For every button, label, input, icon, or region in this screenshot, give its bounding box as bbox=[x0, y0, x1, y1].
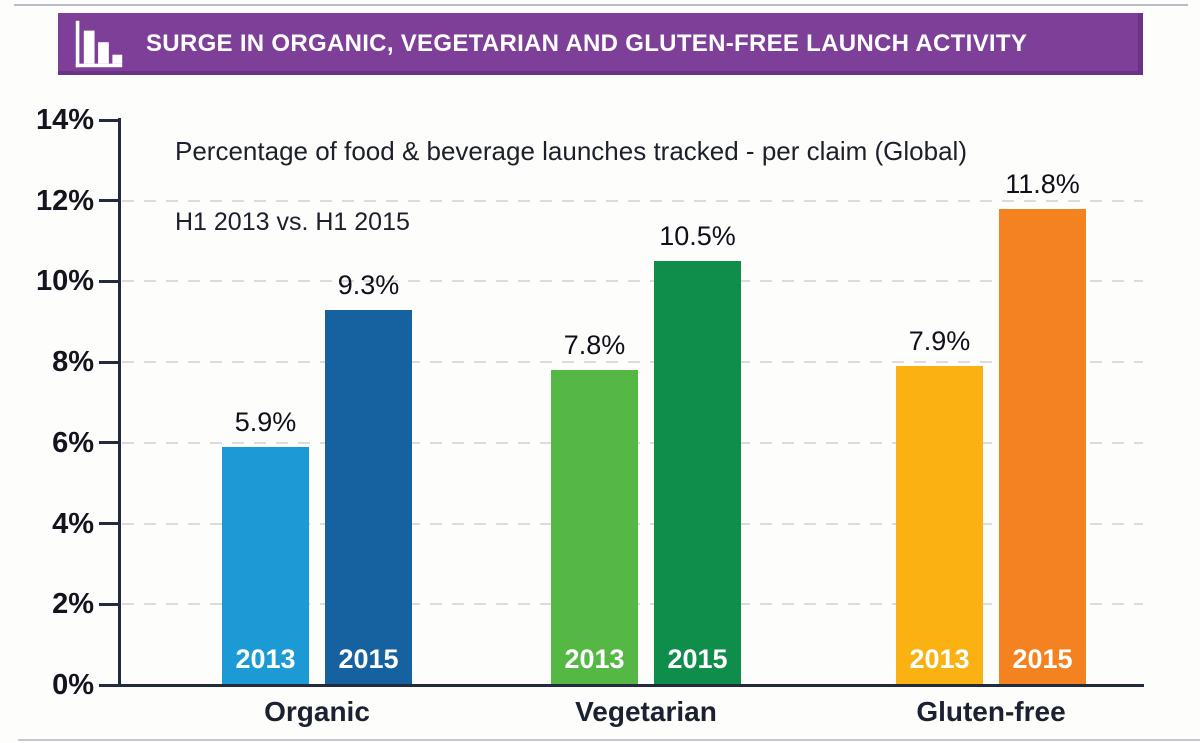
bar-year-label: 2015 bbox=[1012, 644, 1073, 674]
bar-organic-2015: 2015 bbox=[325, 309, 412, 685]
bar-organic-2013: 2013 bbox=[222, 446, 309, 685]
y-axis-tick-6 bbox=[99, 441, 118, 445]
y-axis-tick-12 bbox=[99, 199, 118, 203]
bar-year-label: 2013 bbox=[564, 644, 625, 674]
bar-value-label: 9.3% bbox=[337, 269, 400, 300]
y-axis-tick-label-8: 8% bbox=[52, 346, 94, 379]
y-axis-tick-label-10: 10% bbox=[35, 265, 94, 298]
bar-year-label: 2013 bbox=[909, 644, 970, 674]
y-axis-tick-label-0: 0% bbox=[52, 669, 94, 701]
y-axis-tick-label-14: 14% bbox=[35, 104, 94, 136]
bar-year-label: 2015 bbox=[338, 644, 399, 674]
y-axis-tick-10 bbox=[99, 279, 118, 283]
bar-gluten-free-2015: 2015 bbox=[999, 208, 1086, 685]
bar-year-label: 2015 bbox=[667, 644, 728, 674]
x-axis-line bbox=[118, 684, 1144, 687]
bar-value-label: 11.8% bbox=[1005, 168, 1080, 199]
category-label-gluten-free: Gluten-free bbox=[916, 696, 1066, 727]
category-label-organic: Organic bbox=[264, 696, 370, 727]
gridline-8pct bbox=[122, 361, 1143, 364]
category-label-vegetarian: Vegetarian bbox=[575, 696, 717, 727]
bar-value-label: 10.5% bbox=[659, 221, 736, 252]
chart-title: Percentage of food & beverage launches t… bbox=[175, 136, 967, 166]
chart-period-label: H1 2013 vs. H1 2015 bbox=[175, 208, 410, 236]
y-axis-tick-14 bbox=[99, 118, 118, 122]
y-axis-tick-label-6: 6% bbox=[52, 426, 94, 459]
bar-vegetarian-2013: 2013 bbox=[551, 370, 638, 685]
bar-gluten-free-2013: 2013 bbox=[896, 366, 983, 685]
bar-value-label: 7.9% bbox=[908, 326, 971, 357]
page-title: SURGE IN ORGANIC, VEGETARIAN AND GLUTEN-… bbox=[146, 30, 1028, 57]
y-axis-tick-label-2: 2% bbox=[52, 588, 94, 621]
y-axis-tick-2 bbox=[99, 602, 118, 606]
frame-line-bottom bbox=[18, 739, 1200, 741]
y-axis-tick-0 bbox=[99, 683, 118, 687]
gridline-10pct bbox=[122, 280, 1143, 283]
y-axis-line bbox=[118, 118, 121, 687]
bar-year-label: 2013 bbox=[235, 644, 296, 674]
chart-header: SURGE IN ORGANIC, VEGETARIAN AND GLUTEN-… bbox=[58, 13, 1143, 75]
y-axis-tick-4 bbox=[99, 522, 118, 526]
y-axis-tick-label-12: 12% bbox=[35, 184, 94, 217]
bar-vegetarian-2015: 2015 bbox=[654, 261, 741, 685]
bar-value-label: 7.8% bbox=[563, 330, 626, 361]
gridline-12pct bbox=[122, 199, 1143, 202]
y-axis-tick-label-4: 4% bbox=[52, 507, 94, 540]
frame-line-top bbox=[14, 4, 1188, 6]
bar-value-label: 5.9% bbox=[234, 406, 297, 437]
y-axis-tick-8 bbox=[99, 360, 118, 364]
bar-chart-icon bbox=[75, 20, 123, 68]
